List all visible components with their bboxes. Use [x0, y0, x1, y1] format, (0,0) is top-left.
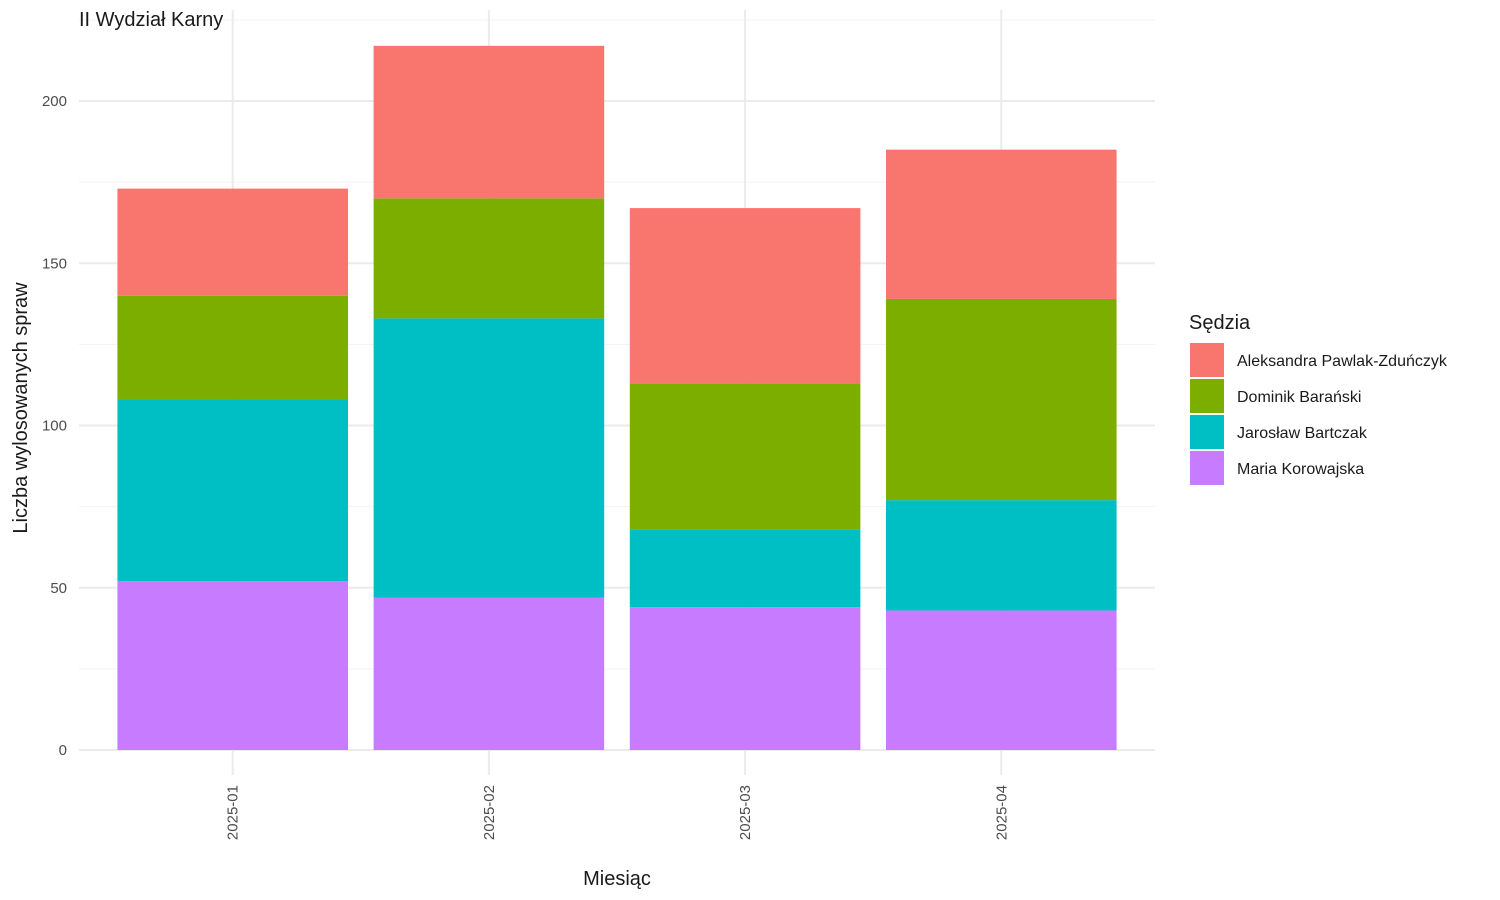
axis-layer: 0 50 100 150 200 2025-01 2025-02 2025-03 2025-04 — [42, 93, 1010, 840]
legend-label: Aleksandra Pawlak-Zduńczyk — [1237, 353, 1448, 370]
legend-key — [1190, 379, 1224, 413]
legend-label: Maria Korowajska — [1237, 461, 1364, 478]
legend: Sędzia Aleksandra Pawlak-Zduńczyk Dominik… — [1189, 312, 1448, 485]
bar-segment — [373, 45, 605, 199]
bar-segment — [373, 198, 605, 319]
bar-segment — [629, 607, 861, 750]
legend-label: Jarosław Bartczak — [1237, 425, 1368, 442]
y-tick-label: 100 — [42, 418, 67, 435]
bar-segment — [629, 383, 861, 530]
bar-segment — [886, 500, 1117, 611]
bar-segment — [373, 318, 605, 598]
y-tick-label: 0 — [59, 742, 67, 759]
bar-segment — [886, 610, 1117, 750]
legend-key — [1190, 451, 1224, 485]
bar-segment — [117, 581, 348, 750]
y-tick-label: 200 — [42, 93, 67, 110]
x-tick-label: 2025-01 — [225, 785, 242, 840]
y-axis-title: Liczba wylosowanych spraw — [10, 282, 32, 534]
bar-segment — [117, 188, 348, 296]
bar-segment — [629, 208, 861, 384]
bar-segment — [117, 295, 348, 400]
legend-label: Dominik Barański — [1237, 389, 1361, 406]
bar-layer — [117, 45, 1117, 750]
chart-title: II Wydział Karny — [79, 9, 223, 31]
bar-segment — [373, 597, 605, 750]
legend-key — [1190, 415, 1224, 449]
x-tick-label: 2025-02 — [481, 785, 498, 840]
bar-segment — [629, 529, 861, 608]
y-tick-label: 150 — [42, 255, 67, 272]
bar-segment — [117, 399, 348, 582]
x-tick-label: 2025-04 — [993, 785, 1010, 840]
bar-segment — [886, 149, 1117, 299]
x-axis-title: Miesiąc — [583, 868, 651, 890]
legend-key — [1190, 343, 1224, 377]
y-tick-label: 50 — [50, 580, 67, 597]
x-tick-label: 2025-03 — [737, 785, 754, 840]
legend-title: Sędzia — [1189, 312, 1251, 334]
bar-segment — [886, 298, 1117, 501]
